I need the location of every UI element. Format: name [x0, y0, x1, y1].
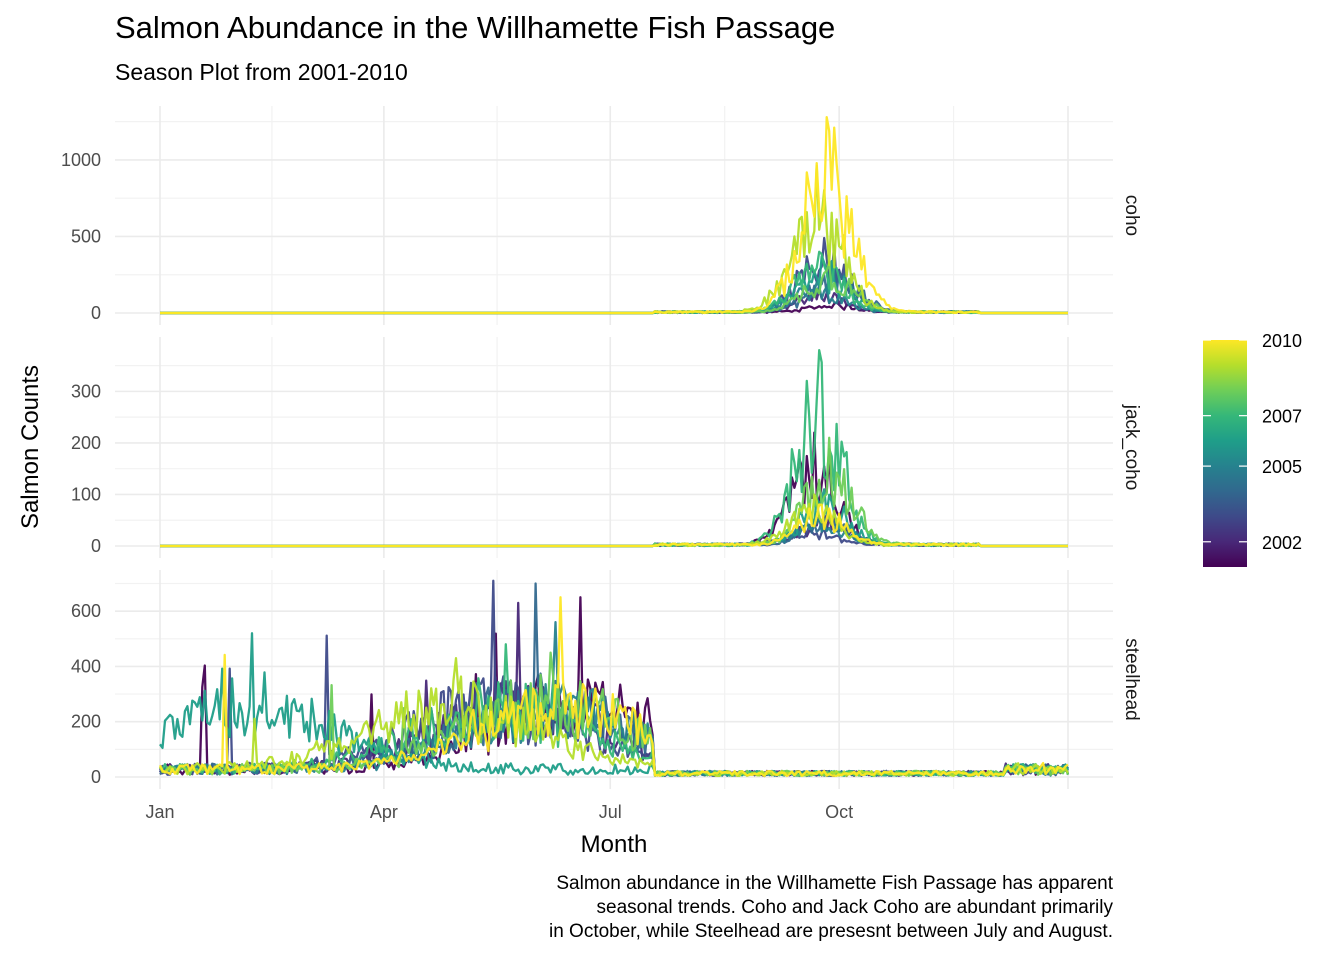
x-tick-label: Apr	[370, 802, 398, 822]
x-tick-label: Jul	[599, 802, 622, 822]
y-tick-label: 100	[71, 484, 101, 504]
caption-line-2: seasonal trends. Coho and Jack Coho are …	[596, 897, 1113, 918]
y-tick-label: 0	[91, 767, 101, 787]
y-tick-label: 0	[91, 536, 101, 556]
x-tick-label: Jan	[145, 802, 174, 822]
x-axis-title: Month	[581, 831, 648, 858]
legend-label-2010: 2010	[1262, 331, 1302, 351]
series-line-2005	[160, 281, 1068, 315]
series-line-2002	[160, 288, 1068, 315]
series-line-2010	[160, 115, 1068, 315]
series-line-2010	[160, 503, 1068, 548]
chart-subtitle: Season Plot from 2001-2010	[115, 59, 408, 85]
series-line-2007	[159, 643, 1070, 778]
series-line-2010	[158, 596, 1069, 778]
legend-label-2005: 2005	[1262, 457, 1302, 477]
series-line-2004	[160, 508, 1068, 548]
series-line-2008	[160, 436, 1068, 548]
y-tick-label: 500	[71, 226, 101, 246]
caption-line-3: in October, while Steelhead are presesnt…	[548, 921, 1113, 942]
series-line-2004	[160, 265, 1068, 315]
series-line-2007	[160, 349, 1068, 548]
y-tick-label: 200	[71, 433, 101, 453]
y-tick-label: 1000	[61, 150, 101, 170]
series-line-2006	[160, 255, 1068, 315]
facet-label-jack-coho: jack_coho	[1121, 404, 1142, 491]
series-line-2007	[160, 250, 1068, 315]
series-line-2009	[160, 164, 1068, 315]
series-line-2006	[160, 488, 1068, 548]
y-tick-label: 0	[91, 303, 101, 323]
legend-label-2007: 2007	[1262, 407, 1302, 427]
facet-label-steelhead: steelhead	[1121, 638, 1142, 720]
y-tick-label: 200	[71, 712, 101, 732]
facet-label-coho: coho	[1121, 195, 1142, 236]
series-line-2001	[160, 431, 1068, 548]
series-line-2005	[160, 516, 1068, 548]
y-axis-title: Salmon Counts	[17, 365, 44, 529]
caption-line-1: Salmon abundance in the Willhamette Fish…	[556, 873, 1113, 894]
series-line-2008	[160, 261, 1068, 315]
x-tick-label: Oct	[825, 802, 853, 822]
y-tick-label: 600	[71, 601, 101, 621]
legend-label-2002: 2002	[1262, 533, 1302, 553]
legend-colorbar	[1203, 340, 1247, 567]
chart-title: Salmon Abundance in the Willhamette Fish…	[115, 10, 836, 45]
series-line-2003	[160, 236, 1068, 315]
y-tick-label: 300	[71, 381, 101, 401]
y-tick-label: 400	[71, 656, 101, 676]
chart-caption: Salmon abundance in the Willhamette Fish…	[549, 872, 1113, 944]
